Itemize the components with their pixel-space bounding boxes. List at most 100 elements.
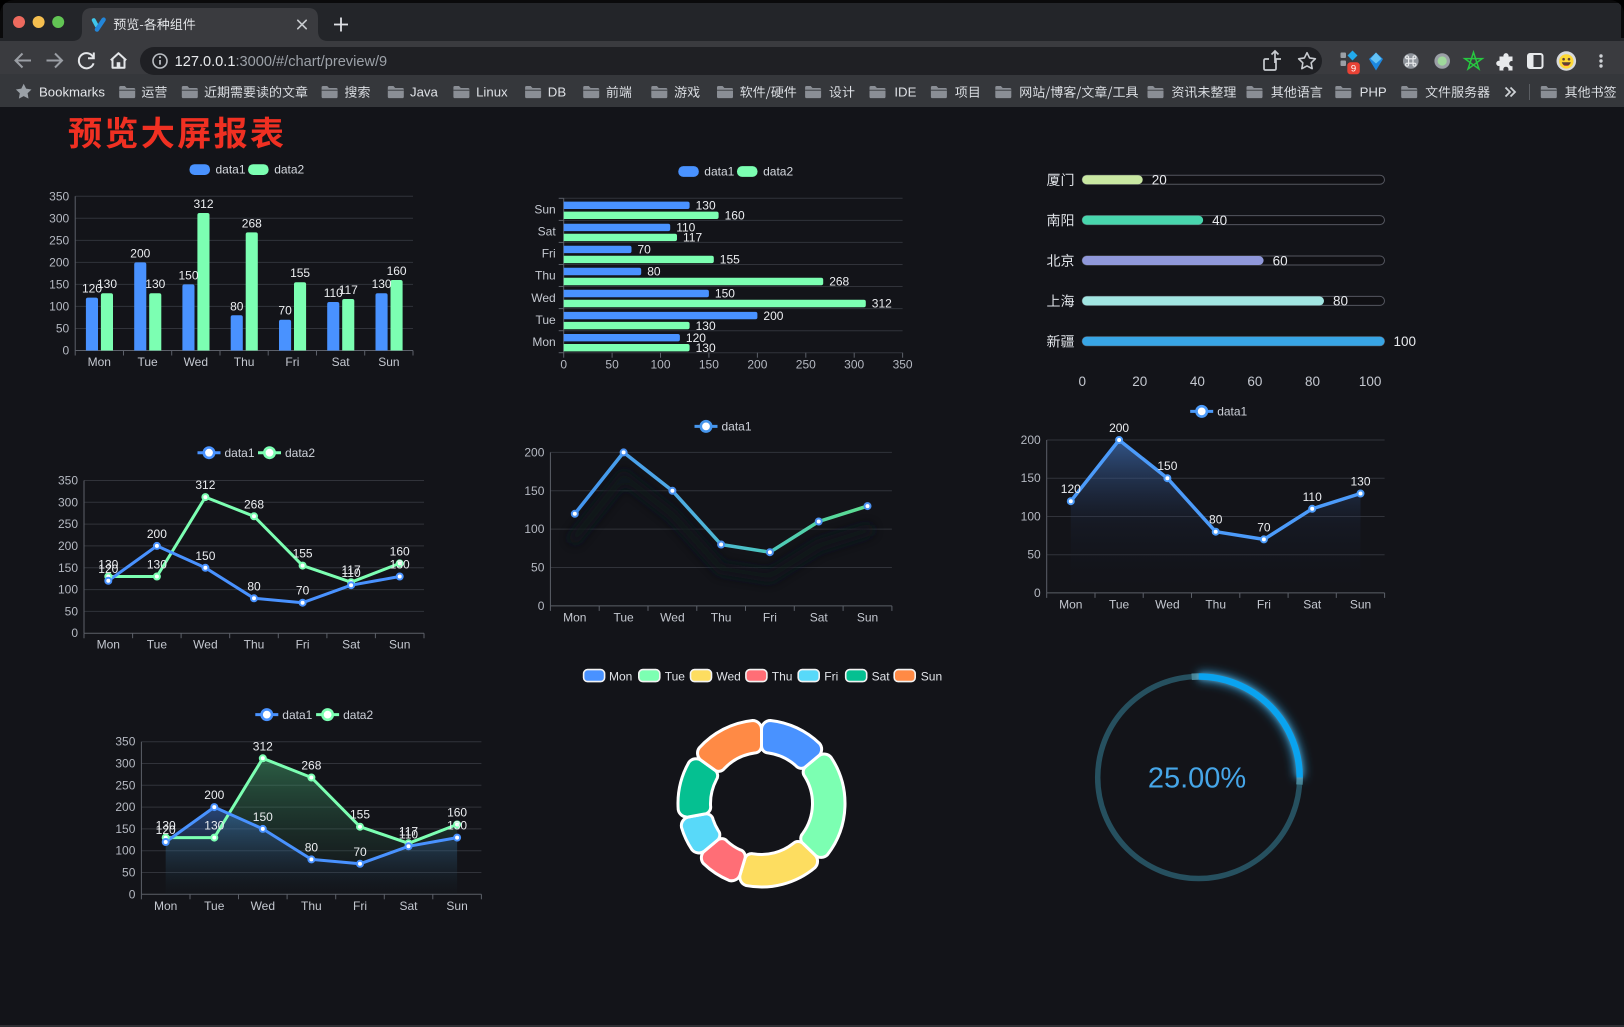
svg-text:Wed: Wed [660, 610, 684, 624]
svg-text:Java: Java [410, 85, 439, 100]
svg-text:Fri: Fri [763, 610, 777, 624]
svg-text:110: 110 [1303, 490, 1322, 504]
svg-text:127.0.0.1:3000/#/chart/preview: 127.0.0.1:3000/#/chart/preview/9 [175, 54, 388, 70]
svg-text:Mon: Mon [563, 610, 586, 624]
svg-text:Sun: Sun [389, 638, 410, 652]
svg-text:IDE: IDE [894, 85, 916, 100]
svg-text:160: 160 [390, 544, 410, 558]
svg-text:200: 200 [147, 527, 167, 541]
svg-text:Mon: Mon [97, 638, 120, 652]
svg-text:130: 130 [156, 819, 176, 833]
svg-text:312: 312 [193, 197, 213, 211]
svg-text:200: 200 [763, 309, 783, 323]
svg-text:Fri: Fri [542, 247, 556, 261]
svg-text:Tue: Tue [665, 669, 686, 683]
svg-text:130: 130 [696, 199, 716, 213]
svg-text:Fri: Fri [296, 638, 310, 652]
svg-text:40: 40 [1190, 374, 1205, 389]
svg-text:data1: data1 [722, 420, 752, 434]
svg-text:160: 160 [447, 806, 467, 820]
svg-text:150: 150 [115, 822, 135, 836]
svg-text:250: 250 [49, 233, 69, 247]
svg-text:200: 200 [204, 788, 224, 802]
svg-text:155: 155 [720, 253, 740, 267]
svg-text:150: 150 [1021, 471, 1041, 485]
svg-text:150: 150 [253, 810, 273, 824]
svg-text:130: 130 [372, 277, 392, 291]
svg-text:Tue: Tue [137, 355, 158, 369]
svg-text:data1: data1 [225, 446, 255, 460]
svg-text:50: 50 [531, 561, 545, 575]
svg-text:0: 0 [1034, 586, 1041, 600]
svg-text:Wed: Wed [184, 355, 208, 369]
svg-text:80: 80 [305, 840, 319, 854]
svg-text:PHP: PHP [1360, 85, 1387, 100]
svg-text:0: 0 [1078, 374, 1086, 389]
svg-text:Sat: Sat [1303, 597, 1322, 611]
svg-text:70: 70 [296, 584, 310, 598]
svg-text:350: 350 [115, 735, 135, 749]
svg-text:0: 0 [129, 887, 136, 901]
svg-text:250: 250 [796, 358, 816, 372]
svg-text:data1: data1 [1217, 405, 1247, 419]
svg-text:300: 300 [58, 495, 78, 509]
svg-text:data1: data1 [216, 163, 246, 177]
svg-text:200: 200 [58, 539, 78, 553]
svg-text:data2: data2 [343, 708, 373, 722]
svg-text:Tue: Tue [613, 610, 634, 624]
svg-text:Thu: Thu [244, 638, 265, 652]
svg-text:80: 80 [647, 265, 661, 279]
svg-text:130: 130 [447, 819, 467, 833]
svg-text:70: 70 [638, 243, 652, 257]
svg-text:80: 80 [1305, 374, 1320, 389]
svg-text:100: 100 [524, 522, 544, 536]
svg-text:312: 312 [872, 297, 892, 311]
svg-text:Sat: Sat [538, 225, 557, 239]
svg-text:268: 268 [244, 497, 264, 511]
svg-text:130: 130 [97, 277, 117, 291]
svg-text:0: 0 [63, 344, 70, 358]
svg-text:data1: data1 [704, 164, 734, 178]
svg-text:117: 117 [683, 231, 702, 245]
svg-text:120: 120 [82, 282, 102, 296]
svg-text:0: 0 [71, 626, 78, 640]
svg-text:130: 130 [696, 319, 716, 333]
svg-text:20: 20 [1152, 173, 1167, 188]
svg-text:80: 80 [1333, 294, 1348, 309]
svg-text:130: 130 [1350, 475, 1370, 489]
svg-text:50: 50 [65, 604, 79, 618]
svg-text:130: 130 [98, 558, 118, 572]
svg-text:200: 200 [524, 445, 544, 459]
svg-text:117: 117 [399, 824, 418, 838]
svg-text:Linux: Linux [476, 85, 508, 100]
svg-text:80: 80 [1209, 513, 1223, 527]
svg-text:350: 350 [58, 474, 78, 488]
svg-text:Fri: Fri [285, 355, 299, 369]
svg-text:Thu: Thu [1205, 597, 1226, 611]
svg-text:Sat: Sat [872, 669, 891, 683]
svg-text:Wed: Wed [1155, 597, 1179, 611]
svg-text:Tue: Tue [147, 638, 168, 652]
svg-text:200: 200 [1109, 421, 1129, 435]
svg-text:Sat: Sat [342, 638, 361, 652]
svg-text:117: 117 [339, 283, 358, 297]
svg-text:data1: data1 [282, 708, 312, 722]
svg-text:150: 150 [524, 484, 544, 498]
svg-text:120: 120 [156, 823, 176, 837]
svg-text:200: 200 [1021, 433, 1041, 447]
svg-text:Sun: Sun [534, 203, 555, 217]
svg-text:200: 200 [49, 255, 69, 269]
svg-text:117: 117 [342, 563, 361, 577]
svg-text:40: 40 [1212, 213, 1227, 228]
svg-text:100: 100 [1394, 334, 1417, 349]
svg-text:Mon: Mon [88, 355, 111, 369]
svg-text:Mon: Mon [609, 669, 632, 683]
svg-text:100: 100 [650, 358, 670, 372]
svg-text:Mon: Mon [532, 335, 555, 349]
svg-text:Fri: Fri [1257, 597, 1271, 611]
svg-text:150: 150 [1157, 459, 1177, 473]
svg-text:130: 130 [145, 277, 165, 291]
svg-text:60: 60 [1247, 374, 1262, 389]
svg-text:312: 312 [195, 478, 215, 492]
svg-text:Tue: Tue [204, 899, 225, 913]
